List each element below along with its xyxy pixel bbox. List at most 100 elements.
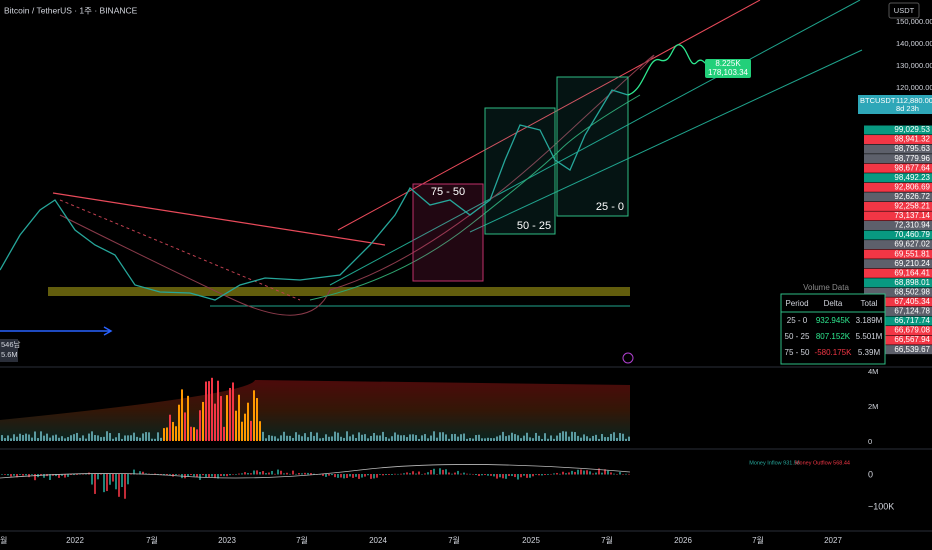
volume-bar [607,437,609,441]
flow-bar [601,472,603,475]
volume-bar [268,435,270,441]
flow-bar [103,474,105,493]
flow-bar [232,474,234,475]
volume-bar [76,432,78,441]
flow-bar [625,473,627,475]
flow-bar [220,474,222,477]
volume-bar [91,431,93,441]
flow-bar [379,474,381,475]
flow-bar [475,474,477,475]
price-tick-label: 130,000.00 [896,61,932,70]
volume-bar [130,435,132,441]
volume-bar [457,436,459,441]
volume-bar [373,432,375,441]
volume-bar [448,438,450,441]
flow-bar [571,470,573,475]
flow-bar [391,474,393,475]
flow-bar [124,474,126,499]
volume-bar [565,431,567,441]
flow-bar [613,473,615,475]
flow-bar [202,474,204,476]
support-band [48,287,630,296]
volume-bar [250,420,252,441]
level-badge [864,230,932,240]
volume-bar [64,438,66,441]
volume-bar [136,436,138,441]
volume-bar [595,434,597,441]
volume-bar [451,434,453,441]
flow-bar [70,474,72,475]
volume-bar [22,435,24,441]
volume-bar [286,435,288,441]
volume-bar [337,432,339,441]
volume-bar [184,412,186,441]
volume-bar [181,389,183,441]
flow-bar [223,474,225,477]
flow-bar [403,473,405,475]
level-price: 66,679.08 [894,326,930,335]
flow-bar [418,471,420,475]
currency[interactable]: USDT [894,6,915,15]
volume-bar [85,438,87,441]
volume-bar [193,427,195,441]
level-badge [864,306,932,316]
current-price-badge [858,95,932,114]
volume-bar [535,432,537,441]
volume-bar [208,381,210,441]
volume-bar [151,438,153,441]
flow-bar [520,474,522,478]
table-cell: 807.152K [816,332,851,341]
volume-bar [175,426,177,441]
flow-bar [271,470,273,475]
flow-bar [514,474,516,478]
volume-bar [1,435,3,441]
volume-bar [307,437,309,441]
flow-bar [586,470,588,475]
level-price: 99,029.53 [894,125,930,134]
flow-bar [301,473,303,475]
table-cell: 3.189M [856,316,883,325]
flow-bar [256,470,258,475]
volume-axis-label: 4M [868,367,878,376]
volume-bar [397,434,399,441]
level-badge [864,125,932,135]
volume-bar [61,436,63,441]
flow-bar [415,473,417,475]
volume-bars [1,377,630,441]
volume-bar [214,403,216,441]
flow-bar [205,474,207,478]
volume-bar [544,433,546,441]
flow-bar [142,471,144,475]
flow-bar [598,468,600,475]
volume-bar [109,433,111,441]
flow-bar [607,470,609,475]
flow-bar [532,474,534,477]
flow-bar [538,474,540,476]
flow-bar [568,472,570,475]
volume-bar [289,435,291,441]
flow-bar [541,474,543,476]
volume-bar [13,434,15,441]
volume-bar [322,437,324,441]
flow-bar [565,473,567,475]
flow-bar [16,474,18,478]
volume-bar [160,437,162,441]
currency-button[interactable] [888,2,920,19]
flow-bar [178,474,180,475]
level-badge [864,297,932,307]
flow-bar [307,472,309,475]
volume-bar [199,410,201,441]
table-cell: 5.501M [856,332,883,341]
volume-bar [445,434,447,441]
zone-label: 25 - 0 [596,201,624,213]
volume-bar [28,434,30,441]
flow-bar [91,474,93,485]
volume-bar [418,438,420,441]
flow-bar [592,473,594,475]
flow-bar [451,473,453,475]
volume-bar [592,435,594,441]
flow-bar [73,474,75,476]
volume-bar [241,421,243,441]
event-icon[interactable] [622,352,634,364]
flow-bar [292,470,294,475]
